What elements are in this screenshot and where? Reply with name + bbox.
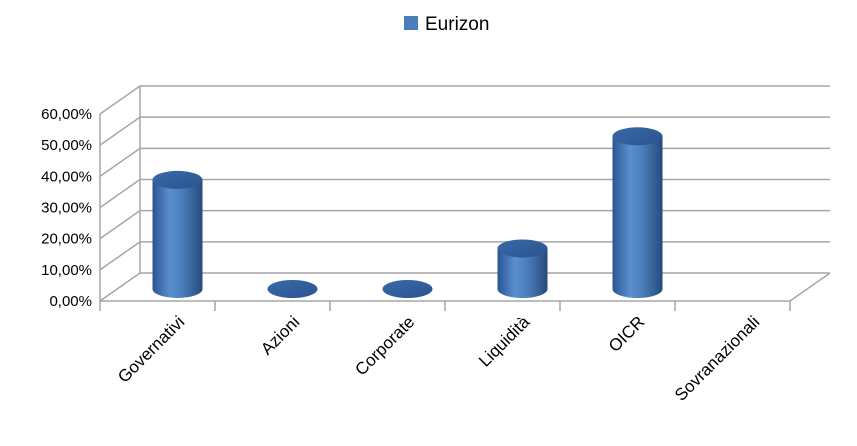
legend-swatch <box>404 16 418 30</box>
gridline <box>99 147 830 177</box>
y-tick-label: 40,00% <box>41 168 92 185</box>
axes <box>99 86 831 311</box>
y-tick-label: 50,00% <box>41 137 92 154</box>
x-category-label: OICR <box>605 312 648 355</box>
bar-governativi <box>152 170 203 298</box>
gridline <box>99 241 830 271</box>
gridline <box>99 178 830 209</box>
gridline <box>99 85 830 115</box>
gridline <box>99 209 830 240</box>
y-tick-labels: 0,00% 10,00% 20,00% 30,00% 40,00% 50,00% 60,00… <box>41 106 92 310</box>
bar-liquidità <box>497 239 548 298</box>
bar-oicr <box>612 127 663 298</box>
x-category-label: Governativi <box>114 312 188 386</box>
bar-azioni <box>267 280 318 298</box>
x-category-label: Azioni <box>257 312 303 358</box>
y-tick-label: 10,00% <box>41 262 92 279</box>
bars <box>152 127 663 298</box>
y-tick-label: 60,00% <box>41 106 92 123</box>
gridline <box>99 116 830 146</box>
x-category-label: Sovranazionali <box>671 312 763 404</box>
gridline <box>99 272 830 302</box>
legend-label-eurizon: Eurizon <box>425 14 489 35</box>
y-tick-label: 20,00% <box>41 231 92 248</box>
y-tick-label: 30,00% <box>41 200 92 217</box>
y-tick-label: 0,00% <box>49 293 92 310</box>
x-category-label: Corporate <box>351 312 418 379</box>
gridlines <box>99 85 830 302</box>
x-category-labels: Governativi Azioni Corporate Liquidità OICR S… <box>114 312 763 405</box>
bar-corporate <box>382 280 433 298</box>
legend: Eurizon <box>404 14 489 35</box>
floor-depth-edge <box>789 272 831 302</box>
x-category-label: Liquidità <box>475 312 534 371</box>
